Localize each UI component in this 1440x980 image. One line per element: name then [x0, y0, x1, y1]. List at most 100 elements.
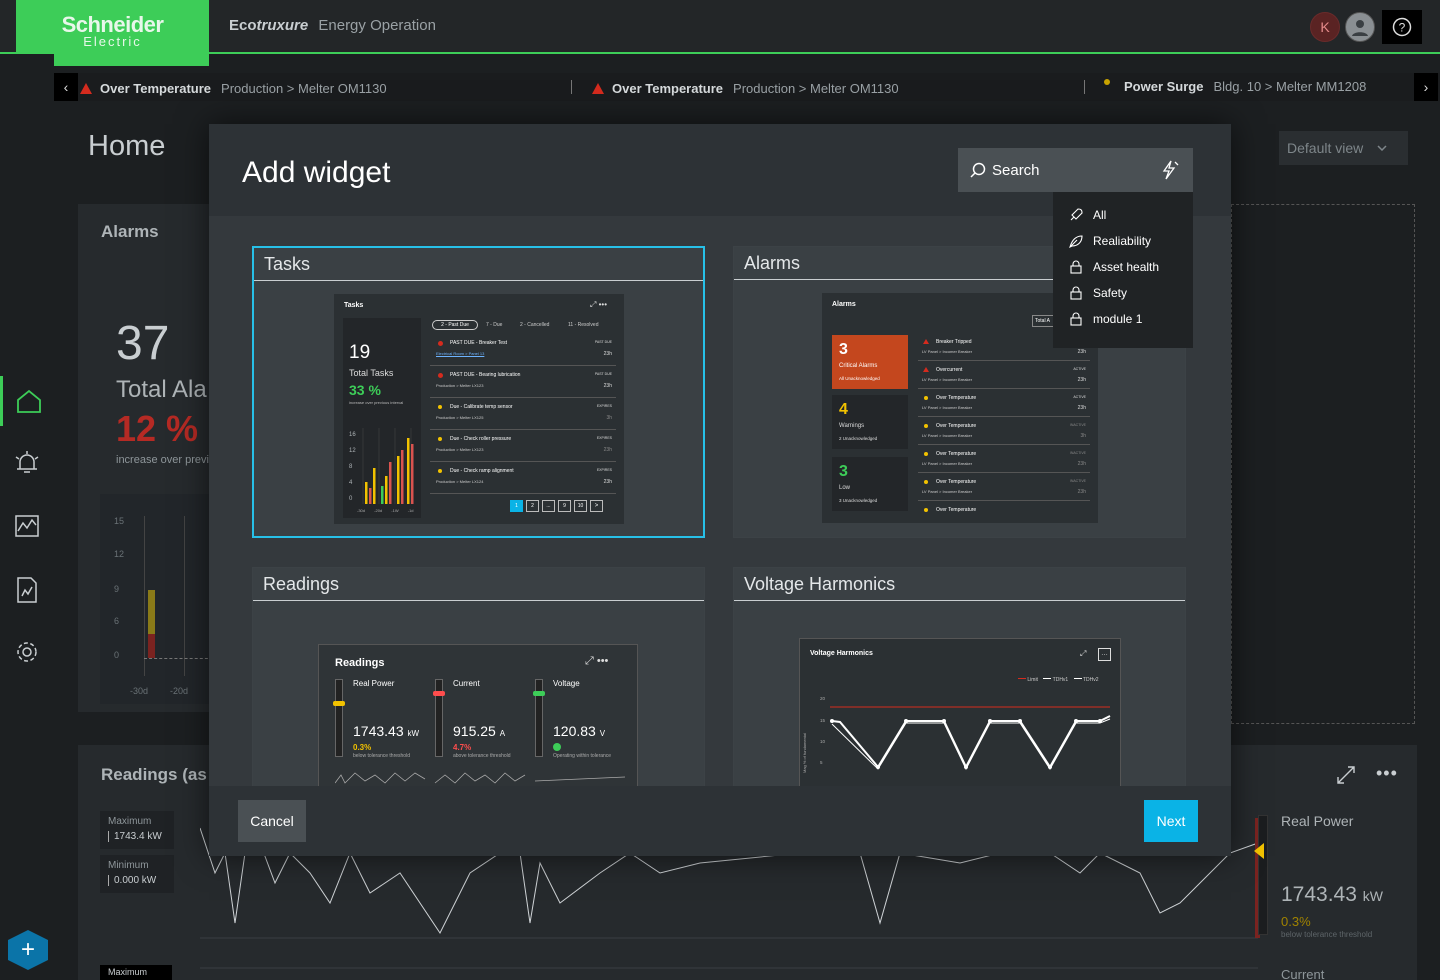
sidebar-item-alarms[interactable] — [0, 438, 54, 488]
page-button: 1 — [510, 500, 523, 512]
legend-limit: Limit — [1027, 677, 1038, 683]
logo-line1: Schneider — [61, 12, 164, 37]
chevron-down-icon — [1377, 145, 1387, 151]
current-label: Current — [1281, 967, 1325, 980]
widget-card-alarms[interactable]: Alarms Alarms Total A 3 Critical Alarms … — [733, 246, 1186, 538]
sidebar-item-trends[interactable] — [0, 501, 54, 551]
warn-note: 2 Unacknowledged — [839, 436, 878, 441]
alarms-mini-chart: 15 12 9 6 0 -30d -20d — [100, 494, 218, 704]
widget-card-voltage-harmonics[interactable]: Voltage Harmonics Voltage Harmonics ⤢ … … — [733, 567, 1186, 786]
tick-label: 10 — [820, 739, 826, 744]
widget-card-title: Voltage Harmonics — [734, 568, 1185, 601]
item-time: 23h — [1077, 405, 1086, 411]
tick-label: -20d — [374, 508, 383, 513]
view-select[interactable]: Default view — [1279, 131, 1408, 165]
list-item: Over Temperature LV Panel > Incomer Break… — [918, 475, 1090, 501]
item-path: LV Panel > Incomer Breaker — [922, 461, 973, 466]
ticker-next-button[interactable]: › — [1414, 73, 1438, 101]
reading-label: Real Power — [353, 679, 395, 688]
category-dropdown: All Realiability Asset health Safety mod… — [1053, 192, 1193, 348]
dialog-title: Add widget — [242, 156, 391, 189]
add-widget-fab[interactable]: + — [8, 930, 48, 970]
brand-prefix: Eco — [229, 17, 257, 34]
widget-card-readings[interactable]: Readings Readings ⤢ ••• Real Power 1743.… — [252, 567, 705, 786]
tick-label: 12 — [114, 549, 125, 559]
next-button[interactable]: Next — [1144, 800, 1198, 842]
rp-title: Real Power — [1281, 813, 1354, 829]
list-item: PAST DUE - Bearing lubrication Productio… — [430, 368, 616, 398]
leaf-icon — [1069, 235, 1083, 248]
alarms-label: Total Ala — [116, 376, 207, 403]
low-tile: 3 Low 3 Unacknowledged — [832, 457, 908, 511]
tab-past-due: 2 - Past Due — [432, 320, 478, 330]
ticker-prev-button[interactable]: ‹ — [54, 73, 78, 101]
category-all[interactable]: All — [1053, 202, 1193, 228]
gauge-marker — [333, 701, 345, 706]
list-item: Over Temperature LV Panel > Incomer Break… — [918, 391, 1090, 417]
list-item: Due - Check ramp alignment Production > … — [430, 464, 616, 494]
filter-bolt-icon[interactable] — [1159, 160, 1179, 180]
widget-card-tasks[interactable]: Tasks Tasks ⤢ ••• 19 Total Tasks 33 % in… — [252, 246, 705, 538]
critical-alarm-icon — [592, 83, 604, 94]
sidebar-item-reports[interactable] — [0, 565, 54, 615]
empty-widget-slot — [1231, 204, 1415, 724]
harmonics-preview: Voltage Harmonics ⤢ … Limit TDHv1 TDHv2 … — [799, 638, 1121, 786]
warning-tile: 4 Warnings 2 Unacknowledged — [832, 395, 908, 449]
item-status: EXPIRES — [596, 468, 612, 472]
ticker-item[interactable]: Power Surge Bldg. 10 > Melter MM1208 — [1104, 79, 1366, 94]
sidebar-item-home[interactable] — [0, 376, 54, 426]
item-path: Electrical Room > Panel 13 — [436, 351, 485, 356]
item-name: Due - Check roller pressure — [450, 436, 512, 442]
lock-icon — [1070, 260, 1082, 274]
sidebar — [0, 54, 54, 980]
item-path: Production > Melter LX125 — [436, 415, 484, 420]
category-module-1[interactable]: module 1 — [1053, 306, 1193, 332]
critical-tile: 3 Critical Alarms All Unacknowledged — [832, 335, 908, 389]
tick-label: 0 — [349, 496, 353, 502]
gauge — [535, 679, 543, 757]
ticker-item[interactable]: Over Temperature Production > Melter OM11… — [80, 81, 387, 96]
preview-title: Tasks — [344, 302, 364, 309]
expand-icon[interactable] — [1336, 765, 1356, 790]
category-asset-health[interactable]: Asset health — [1053, 254, 1193, 280]
rp-value: 1743.43 — [1281, 883, 1357, 906]
search-input[interactable]: Search — [958, 148, 1193, 192]
page-button: 9 — [558, 500, 571, 512]
tick-label: -1d — [407, 508, 414, 513]
item-status: EXPIRES — [596, 404, 612, 408]
item-status: INACTIVE — [1069, 423, 1086, 427]
more-options-icon[interactable]: ••• — [1376, 763, 1398, 783]
trend-chart-icon — [15, 515, 39, 537]
low-note: 3 Unacknowledged — [839, 498, 878, 503]
list-item: Due - Calibrate temp sensor Production >… — [430, 400, 616, 430]
item-time: 23h — [1077, 461, 1086, 467]
sidebar-item-settings[interactable] — [0, 627, 54, 677]
report-icon — [17, 577, 37, 603]
ticker-item[interactable]: Over Temperature Production > Melter OM11… — [592, 81, 899, 96]
tick-label: 12 — [349, 448, 356, 454]
help-button[interactable]: ? — [1382, 10, 1422, 44]
legend-tdhv2: TDHv2 — [1082, 677, 1099, 683]
reading-label: Voltage — [553, 679, 580, 688]
preview-title: Alarms — [832, 301, 856, 308]
category-reliability[interactable]: Realiability — [1053, 228, 1193, 254]
category-safety[interactable]: Safety — [1053, 280, 1193, 306]
chart-bar — [148, 590, 155, 634]
critical-alarm-icon — [80, 83, 92, 94]
avatar[interactable] — [1345, 12, 1375, 42]
ok-status-icon — [553, 743, 561, 751]
widget-card-title: Alarms — [734, 247, 1185, 280]
category-label: All — [1093, 208, 1107, 222]
critical-label: Critical Alarms — [839, 363, 878, 369]
user-initials-icon[interactable]: K — [1310, 12, 1340, 42]
dialog-footer: Cancel Next — [209, 786, 1231, 856]
max-label-2: Maximum — [100, 965, 172, 980]
expand-icon: ⤢ — [1080, 649, 1087, 658]
cancel-button[interactable]: Cancel — [238, 800, 306, 842]
warn-label: Warnings — [839, 423, 865, 429]
chart-legend: Limit TDHv1 TDHv2 — [1018, 677, 1098, 683]
reading-unit: V — [599, 729, 606, 738]
reading-note: below tolerance threshold — [353, 753, 410, 759]
preview-title: Voltage Harmonics — [810, 650, 873, 657]
ticker-title: Over Temperature — [612, 81, 724, 96]
